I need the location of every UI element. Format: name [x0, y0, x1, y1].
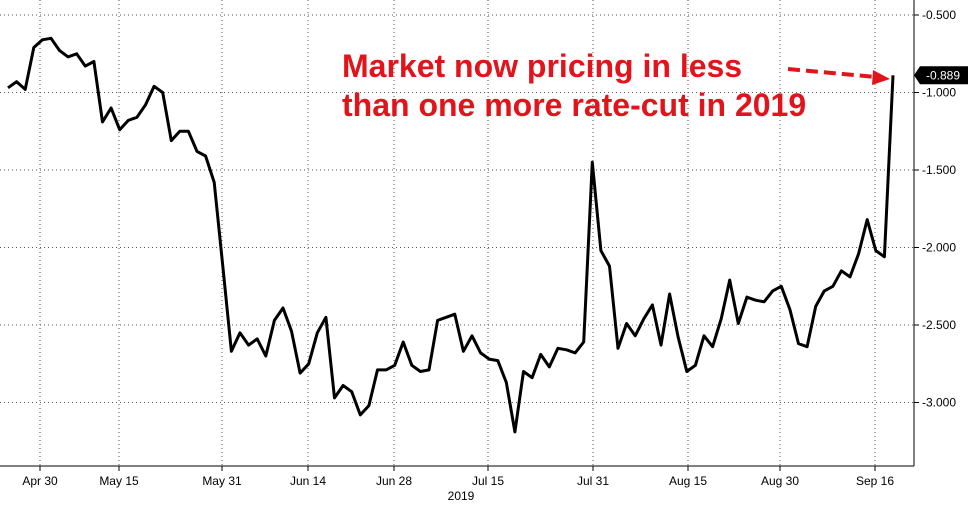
annotation-arrow-head — [872, 70, 890, 85]
last-value-badge: -0.889 — [914, 66, 968, 85]
x-tick-label: Aug 30 — [761, 474, 799, 488]
x-ticks: Apr 30 May 15 May 31 Jun 14 Jun 28 Jul 15 Jul … — [22, 466, 894, 488]
last-value-badge-shape — [914, 66, 968, 85]
x-tick-label: Jul 15 — [472, 474, 504, 488]
x-tick-label: Sep 16 — [856, 474, 894, 488]
y-tick-label: -1.500 — [922, 163, 956, 177]
series-group — [7, 36, 895, 434]
y-tick-label: -2.000 — [922, 241, 956, 255]
x-tick-label: Jun 14 — [290, 474, 326, 488]
y-tick-label: -0.500 — [922, 8, 956, 22]
annotation: Market now pricing in less than one more… — [342, 48, 890, 123]
x-axis-year-label: 2019 — [448, 489, 475, 503]
y-tick-label: -2.500 — [922, 318, 956, 332]
annotation-arrow-shaft — [787, 67, 877, 79]
last-value-label: -0.889 — [926, 68, 960, 82]
x-tick-label: Jul 31 — [577, 474, 609, 488]
y-tick-label: -3.000 — [922, 396, 956, 410]
y-ticks: -0.500 -1.000 -1.500 -2.000 -2.500 -3.000 — [914, 8, 956, 410]
y-tick-label: -1.000 — [922, 86, 956, 100]
x-tick-label: May 31 — [202, 474, 242, 488]
x-tick-label: Aug 15 — [669, 474, 707, 488]
axes — [0, 0, 915, 467]
series-line — [7, 36, 895, 434]
x-tick-label: Jun 28 — [376, 474, 412, 488]
annotation-line-1: Market now pricing in less — [342, 48, 742, 84]
annotation-line-2: than one more rate-cut in 2019 — [342, 87, 806, 123]
x-tick-label: Apr 30 — [22, 474, 58, 488]
x-tick-label: May 15 — [99, 474, 139, 488]
